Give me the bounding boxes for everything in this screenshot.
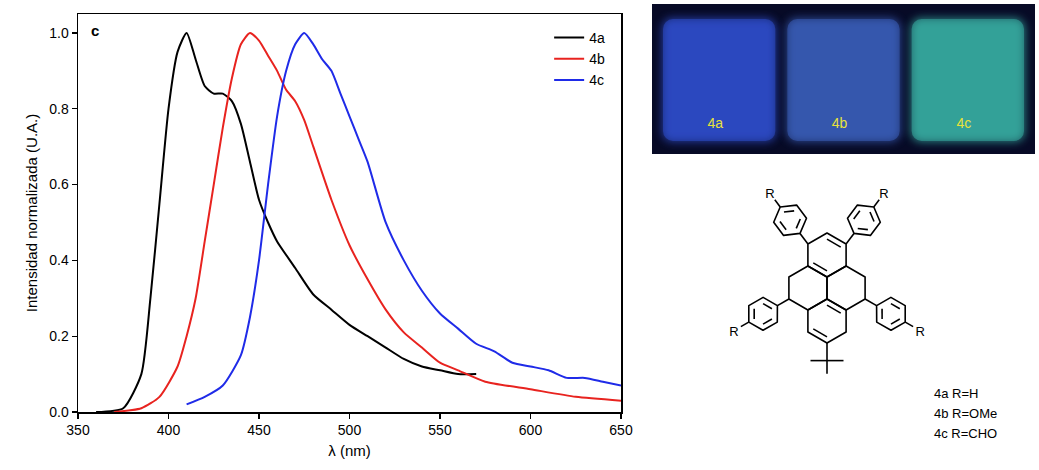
svg-text:4b: 4b — [589, 51, 605, 67]
svg-text:0.8: 0.8 — [49, 101, 69, 117]
svg-text:0.2: 0.2 — [49, 328, 69, 344]
svg-text:Intensidad normalizada (U.A.): Intensidad normalizada (U.A.) — [23, 114, 40, 312]
svg-text:600: 600 — [519, 422, 543, 438]
svg-text:0.0: 0.0 — [49, 404, 69, 420]
svg-text:4c: 4c — [589, 72, 604, 88]
svg-text:550: 550 — [428, 422, 452, 438]
svg-text:4a R=H: 4a R=H — [934, 386, 978, 401]
svg-text:450: 450 — [247, 422, 271, 438]
svg-text:R: R — [765, 186, 774, 201]
svg-text:350: 350 — [66, 422, 90, 438]
svg-text:1.0: 1.0 — [49, 25, 69, 41]
svg-text:4b R=OMe: 4b R=OMe — [934, 406, 997, 421]
svg-text:R: R — [879, 186, 888, 201]
svg-text:500: 500 — [338, 422, 362, 438]
svg-text:0.4: 0.4 — [49, 252, 69, 268]
svg-text:4c: 4c — [956, 115, 971, 131]
svg-text:650: 650 — [609, 422, 633, 438]
svg-text:4b: 4b — [832, 115, 848, 131]
svg-text:R: R — [915, 324, 924, 339]
svg-text:400: 400 — [157, 422, 181, 438]
svg-text:λ (nm): λ (nm) — [328, 442, 371, 459]
svg-text:c: c — [91, 22, 99, 39]
svg-text:R: R — [729, 324, 738, 339]
svg-text:4a: 4a — [707, 115, 723, 131]
svg-text:0.6: 0.6 — [49, 176, 69, 192]
svg-text:4a: 4a — [589, 30, 605, 46]
svg-text:4c R=CHO: 4c R=CHO — [934, 426, 997, 441]
